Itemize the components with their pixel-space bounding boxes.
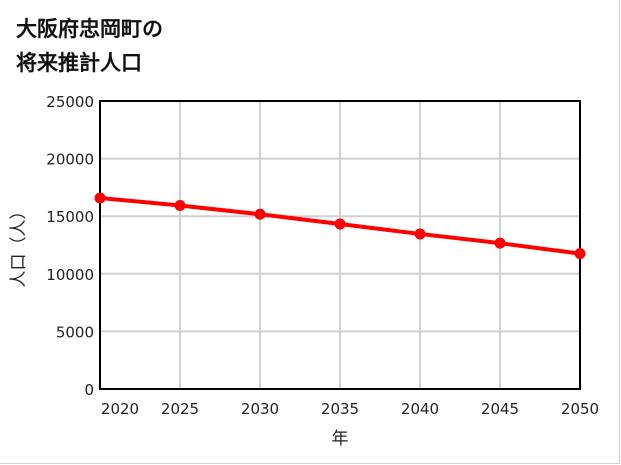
y-tick-label: 0 (84, 381, 94, 399)
chart-title-line2: 将来推計人口 (16, 51, 142, 75)
data-point-marker (574, 248, 586, 260)
x-tick-label: 2045 (481, 400, 519, 418)
data-point-marker (414, 228, 426, 240)
y-axis-ticks: 0 5000 10000 15000 20000 25000 (46, 93, 94, 399)
data-points (94, 192, 586, 260)
y-tick-label: 5000 (56, 323, 94, 341)
y-axis-title: 人口（人） (9, 203, 29, 288)
x-tick-label: 2050 (561, 400, 599, 418)
x-tick-label: 2040 (401, 400, 439, 418)
y-tick-label: 25000 (46, 93, 94, 111)
x-tick-label: 2030 (241, 400, 279, 418)
data-point-marker (94, 192, 106, 204)
y-tick-label: 15000 (46, 208, 94, 226)
x-axis-ticks: 2020 2025 2030 2035 2040 2045 2050 (101, 400, 599, 418)
y-tick-label: 10000 (46, 266, 94, 284)
x-axis-title: 年 (332, 429, 349, 449)
data-point-marker (494, 237, 506, 249)
x-tick-label: 2035 (321, 400, 359, 418)
data-point-marker (254, 208, 266, 220)
x-tick-label: 2020 (101, 400, 139, 418)
chart-title-line1: 大阪府忠岡町の (16, 17, 163, 41)
plot-area (99, 100, 581, 390)
x-tick-label: 2025 (161, 400, 199, 418)
data-point-marker (334, 218, 346, 230)
y-tick-label: 20000 (46, 151, 94, 169)
chart-title: 大阪府忠岡町の 将来推計人口 (16, 12, 163, 80)
gridlines (100, 101, 580, 389)
data-point-marker (174, 199, 186, 211)
